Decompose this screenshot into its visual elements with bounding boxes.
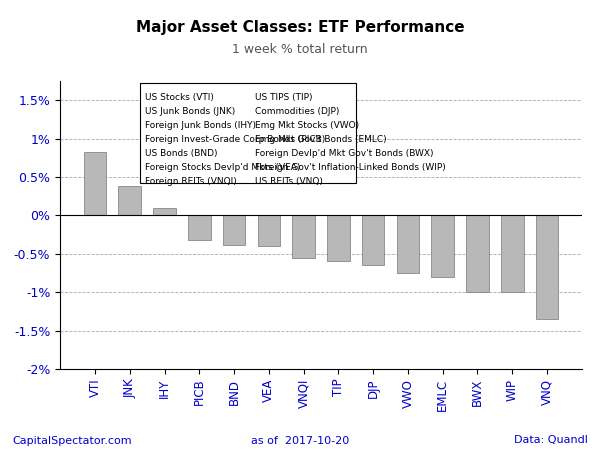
- Text: Commodities (DJP): Commodities (DJP): [255, 107, 340, 116]
- Bar: [466, 216, 489, 292]
- Text: US REITs (VNQ): US REITs (VNQ): [255, 177, 323, 186]
- Bar: [362, 216, 385, 266]
- Bar: [188, 216, 211, 240]
- Text: Foreign Junk Bonds (IHY): Foreign Junk Bonds (IHY): [145, 121, 256, 130]
- Bar: [397, 216, 419, 273]
- Bar: [431, 216, 454, 277]
- Text: CapitalSpectator.com: CapitalSpectator.com: [12, 436, 131, 446]
- Text: Foreign REITs (VNQI): Foreign REITs (VNQI): [145, 177, 237, 186]
- Text: Data: Quandl: Data: Quandl: [514, 436, 588, 446]
- Bar: [153, 208, 176, 216]
- Bar: [536, 216, 558, 319]
- Text: Emg Mkt Stocks (VWO): Emg Mkt Stocks (VWO): [255, 121, 359, 130]
- Bar: [84, 153, 106, 216]
- Text: Foreign Gov't Inflation-Linked Bonds (WIP): Foreign Gov't Inflation-Linked Bonds (WI…: [255, 163, 446, 172]
- Text: Emg Mkt Gov't Bonds (EMLC): Emg Mkt Gov't Bonds (EMLC): [255, 135, 386, 144]
- Text: US Stocks (VTI): US Stocks (VTI): [145, 93, 214, 102]
- Text: Foreign Invest-Grade Corp Bonds (PICB): Foreign Invest-Grade Corp Bonds (PICB): [145, 135, 326, 144]
- Bar: [118, 186, 141, 216]
- Text: as of  2017-10-20: as of 2017-10-20: [251, 436, 349, 446]
- Text: US TIPS (TIP): US TIPS (TIP): [255, 93, 313, 102]
- Bar: [327, 216, 350, 261]
- Text: US Junk Bonds (JNK): US Junk Bonds (JNK): [145, 107, 236, 116]
- Bar: [501, 216, 524, 292]
- Bar: [223, 216, 245, 245]
- Text: Foreign Stocks Devlp'd Mkts (VEA): Foreign Stocks Devlp'd Mkts (VEA): [145, 163, 301, 172]
- Bar: [292, 216, 315, 258]
- Text: Major Asset Classes: ETF Performance: Major Asset Classes: ETF Performance: [136, 20, 464, 35]
- Text: US Bonds (BND): US Bonds (BND): [145, 149, 218, 158]
- Bar: [257, 216, 280, 246]
- Text: 1 week % total return: 1 week % total return: [232, 43, 368, 56]
- FancyBboxPatch shape: [140, 83, 356, 183]
- Text: Foreign Devlp'd Mkt Gov't Bonds (BWX): Foreign Devlp'd Mkt Gov't Bonds (BWX): [255, 149, 433, 158]
